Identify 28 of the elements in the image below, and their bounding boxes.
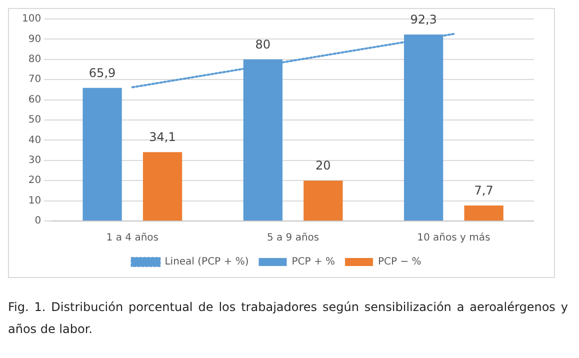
y-tick-label: 20 (28, 175, 42, 186)
y-tick-label: 80 (28, 54, 42, 65)
data-label: 65,9 (88, 66, 116, 80)
bar (304, 180, 343, 220)
data-label: 20 (316, 158, 331, 173)
y-tick-label: 30 (28, 154, 42, 166)
y-tick-label: 70 (28, 74, 42, 86)
y-tick-label: 90 (28, 34, 42, 45)
data-label: 7,7 (474, 184, 494, 198)
bar (142, 152, 182, 220)
y-tick-label: 60 (28, 94, 42, 106)
bar (464, 205, 504, 220)
x-tick-label: 10 años y más (417, 232, 490, 244)
legend-label: Lineal (PCP + %) (164, 256, 249, 268)
y-tick-label: 0 (34, 216, 42, 227)
legend-label: PCP − % (378, 256, 422, 268)
data-label: 34,1 (149, 130, 176, 144)
x-tick-label: 1 a 4 años (106, 232, 158, 244)
y-tick-label: 10 (28, 195, 42, 206)
data-label: 92,3 (410, 12, 437, 27)
x-tick-label: 5 a 9 años (266, 232, 320, 244)
y-tick-label: 50 (28, 114, 42, 126)
data-label: 80 (255, 38, 271, 52)
y-tick-label: 40 (28, 134, 42, 146)
bar (82, 88, 122, 220)
legend-label: PCP + % (292, 256, 336, 268)
caption: Fig. 1. Distribución porcentual de los trabajadores según sensibilización a aeroalérgenos y años de labor. (8, 299, 568, 338)
y-tick-label: 100 (22, 14, 42, 25)
